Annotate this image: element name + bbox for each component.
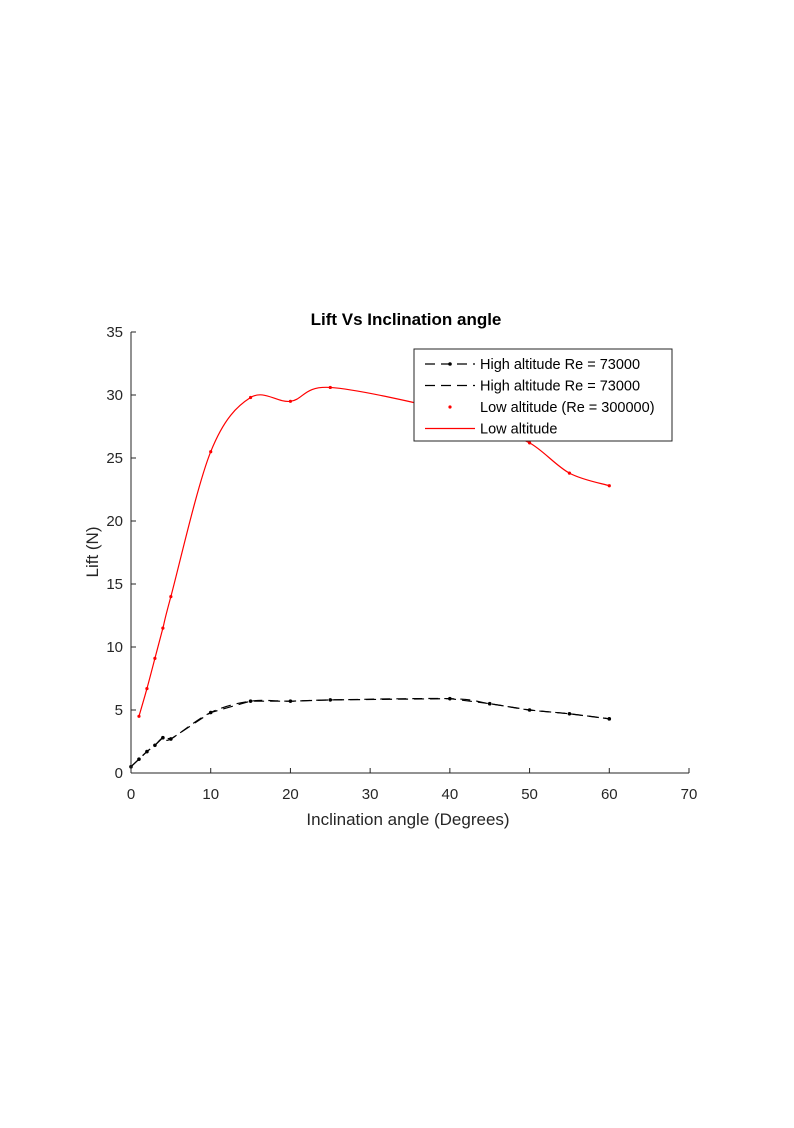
y-tick-label: 35 (106, 324, 123, 341)
legend: High altitude Re = 73000 High altitude Re… (413, 348, 673, 442)
x-tick-label: 0 (127, 786, 135, 803)
y-tick-label: 10 (106, 639, 123, 656)
legend-label: High altitude Re = 73000 (480, 379, 640, 395)
legend-marker (448, 362, 452, 366)
data-point (248, 699, 253, 703)
chart-title: Lift Vs Inclination angle (311, 310, 502, 329)
plot-area (129, 385, 612, 769)
legend-marker (448, 405, 452, 409)
axes: 0 10 20 30 40 50 60 70 0 5 10 15 20 25 30 35 (106, 324, 697, 803)
series-2 (130, 697, 610, 768)
y-tick-label: 20 (106, 513, 123, 530)
x-tick-label: 70 (681, 786, 698, 803)
data-point (567, 711, 572, 716)
x-tick-label: 60 (601, 786, 618, 803)
x-tick-label: 50 (521, 786, 538, 803)
legend-entry: Low altitude (425, 422, 557, 438)
x-tick-label: 10 (202, 786, 219, 803)
data-point (328, 698, 333, 702)
y-tick-label: 5 (115, 702, 123, 719)
series-line (130, 697, 610, 768)
x-tick-label: 20 (282, 786, 299, 803)
legend-label: Low altitude (Re = 300000) (480, 400, 655, 416)
data-point (487, 701, 492, 706)
x-tick-label: 40 (442, 786, 459, 803)
legend-entry: High altitude Re = 73000 (425, 379, 640, 395)
legend-label: High altitude Re = 73000 (480, 357, 640, 373)
legend-label: Low altitude (480, 422, 557, 438)
x-tick-label: 30 (362, 786, 379, 803)
legend-entry: High altitude Re = 73000 (425, 357, 640, 373)
series-1 (129, 696, 612, 769)
y-tick-label: 0 (115, 765, 123, 782)
legend-entry: Low altitude (Re = 300000) (448, 400, 655, 416)
y-tick-label: 15 (106, 576, 123, 593)
y-axis-title: Lift (N) (83, 527, 102, 578)
y-tick-label: 30 (106, 387, 123, 404)
y-tick-label: 25 (106, 450, 123, 467)
x-axis-title: Inclination angle (Degrees) (306, 810, 509, 829)
series-line (130, 698, 610, 768)
